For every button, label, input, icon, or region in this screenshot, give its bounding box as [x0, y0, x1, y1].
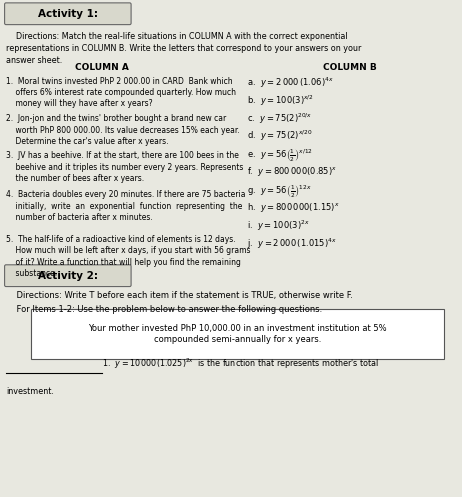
FancyBboxPatch shape: [31, 309, 444, 359]
Text: COLUMN A: COLUMN A: [75, 63, 129, 72]
Text: c.  $y = 75(2)^{20/x}$: c. $y = 75(2)^{20/x}$: [247, 111, 312, 126]
FancyBboxPatch shape: [5, 3, 131, 25]
Text: h.  $y = 800\,000(1.15)^{x}$: h. $y = 800\,000(1.15)^{x}$: [247, 201, 339, 214]
Text: b.  $y = 100(3)^{x/2}$: b. $y = 100(3)^{x/2}$: [247, 94, 314, 108]
Text: j.  $y = 2\,000\,(1.015)^{4x}$: j. $y = 2\,000\,(1.015)^{4x}$: [247, 237, 336, 251]
Text: For Items 1-2: Use the problem below to answer the following questions.: For Items 1-2: Use the problem below to …: [6, 305, 322, 314]
Text: a.  $y = 2\,000\,(1.06)^{4x}$: a. $y = 2\,000\,(1.06)^{4x}$: [247, 76, 334, 90]
Text: 4.  Bacteria doubles every 20 minutes. If there are 75 bacteria
    initially,  : 4. Bacteria doubles every 20 minutes. If…: [6, 190, 245, 222]
Text: 3.  JV has a beehive. If at the start, there are 100 bees in the
    beehive and: 3. JV has a beehive. If at the start, th…: [6, 151, 243, 183]
Text: Your mother invested PhP 10,000.00 in an investment institution at 5%
compounded: Your mother invested PhP 10,000.00 in an…: [88, 324, 387, 344]
Text: 5.  The half-life of a radioactive kind of elements is 12 days.
    How much wil: 5. The half-life of a radioactive kind o…: [6, 235, 250, 278]
Text: e.  $y = 56\left(\frac{1}{2}\right)^{x/12}$: e. $y = 56\left(\frac{1}{2}\right)^{x/12…: [247, 147, 313, 164]
Text: Activity 2:: Activity 2:: [38, 271, 98, 281]
Text: f.  $y = 800\,000(0.85)^{x}$: f. $y = 800\,000(0.85)^{x}$: [247, 166, 337, 178]
Text: Directions: Match the real-life situations in COLUMN A with the correct exponent: Directions: Match the real-life situatio…: [6, 32, 361, 65]
Text: g.  $y = 56\left(\frac{1}{2}\right)^{12x}$: g. $y = 56\left(\frac{1}{2}\right)^{12x}…: [247, 183, 311, 200]
Text: Activity 1:: Activity 1:: [38, 9, 98, 19]
Text: d.  $y = 75(2)^{x/20}$: d. $y = 75(2)^{x/20}$: [247, 128, 312, 143]
Text: 2.  Jon-jon and the twins' brother bought a brand new car
    worth PhP 800 000.: 2. Jon-jon and the twins' brother bought…: [6, 114, 240, 146]
Text: i.  $y = 100(3)^{2x}$: i. $y = 100(3)^{2x}$: [247, 219, 310, 233]
Text: 1.  $y = 10\,000(1.025)^{2x}$  is the function that represents mother's total: 1. $y = 10\,000(1.025)^{2x}$ is the func…: [102, 356, 379, 371]
Text: Directions: Write T before each item if the statement is TRUE, otherwise write F: Directions: Write T before each item if …: [6, 291, 353, 300]
FancyBboxPatch shape: [5, 265, 131, 287]
Text: investment.: investment.: [6, 387, 54, 396]
Text: 1.  Moral twins invested PhP 2 000.00 in CARD  Bank which
    offers 6% interest: 1. Moral twins invested PhP 2 000.00 in …: [6, 77, 236, 108]
Text: COLUMN B: COLUMN B: [323, 63, 377, 72]
